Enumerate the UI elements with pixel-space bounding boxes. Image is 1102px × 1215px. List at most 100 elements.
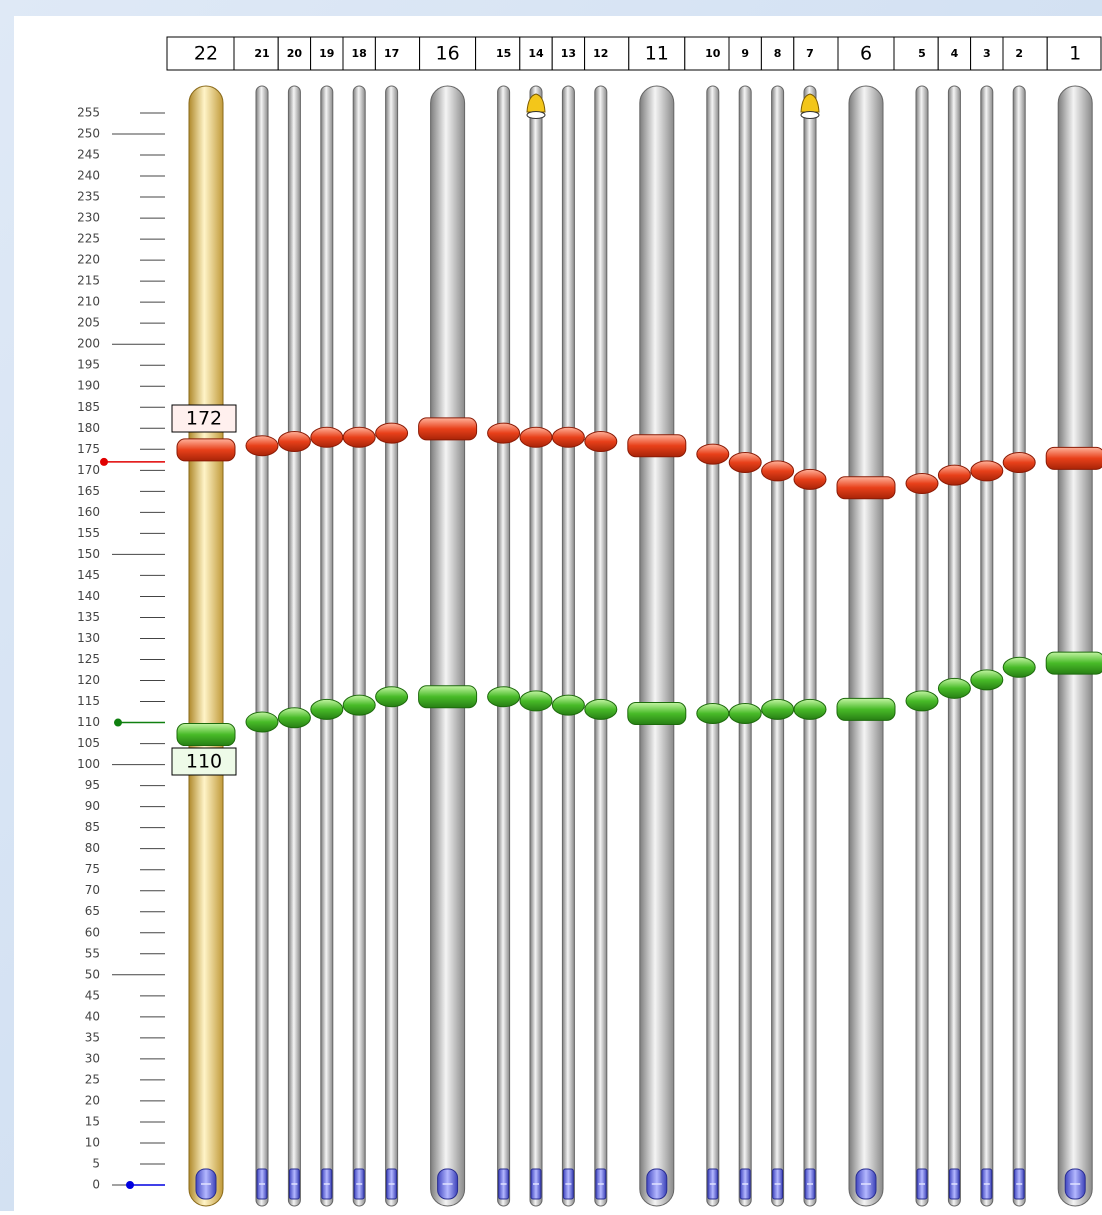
scale-label: 210 [77,295,100,309]
slider-column [836,85,896,1207]
slider-track [255,85,269,1207]
low-value: 110 [186,751,222,773]
high-handle [905,473,939,495]
scale-label: 15 [85,1114,100,1128]
header-label: 20 [287,47,303,60]
high-handle [836,476,896,500]
scale-label: 95 [85,778,100,792]
scale-label: 230 [77,211,100,225]
scale-label: 25 [85,1072,100,1086]
scale-label: 0 [92,1178,100,1192]
slider-column [418,85,478,1207]
slider-track [320,85,334,1207]
panel [14,16,1102,1211]
scale-label: 170 [77,463,100,477]
high-handle [584,431,618,453]
slider-track [188,85,224,1207]
scale-label: 35 [85,1030,100,1044]
scale-label: 65 [85,904,100,918]
scale-label: 100 [77,757,100,771]
scale-label: 235 [77,190,100,204]
low-handle [418,685,478,709]
header-label: 11 [645,43,669,65]
scale-label: 150 [77,547,100,561]
scale-label: 195 [77,358,100,372]
scale-label: 250 [77,127,100,141]
header-cell [893,36,939,71]
scale-label: 90 [85,799,100,813]
scale-label: 245 [77,148,100,162]
scale-label: 20 [85,1093,100,1107]
scale-label: 140 [77,589,100,603]
scale-label: 185 [77,400,100,414]
high-handle [519,426,553,448]
scale-label: 110 [77,715,100,729]
scale-label: 75 [85,862,100,876]
slider-track [738,85,752,1207]
indicator-dot [114,718,122,727]
header-label: 17 [384,47,399,60]
scale-label: 40 [85,1009,100,1023]
indicator-dot [126,1181,134,1189]
slider-column [551,85,585,1207]
header-label: 8 [774,47,782,60]
header-label: 9 [741,47,749,60]
slider-column [342,85,376,1207]
slider-track [287,85,301,1207]
high-handle [551,426,585,448]
scale-label: 215 [77,274,100,288]
slider-track [706,85,720,1207]
slider-column [487,85,521,1207]
slider-track [803,85,817,1207]
low-handle [519,690,553,712]
high-handle [310,426,344,448]
slider-track [594,85,608,1207]
high-handle [245,435,279,457]
slider-column [905,85,939,1207]
low-handle [375,686,409,708]
high-value-box [171,404,237,433]
header-cell [419,36,477,71]
header-label: 6 [860,43,872,65]
low-handle [905,690,939,712]
scale-label: 70 [85,883,100,897]
header-label: 13 [561,47,576,60]
header-cell [310,36,344,71]
header-cell [374,36,421,71]
bell-icon [800,93,820,113]
header-cell [970,36,1004,71]
slider-column [1045,85,1102,1207]
header-cell [277,36,312,71]
low-value-box [171,747,237,776]
low-handle [310,698,344,720]
low-handle [627,702,687,726]
header-cell [1002,36,1048,71]
slider-track [848,85,884,1207]
high-handle [696,443,730,465]
header-cell [551,36,586,71]
low-handle [551,694,585,716]
low-handle [970,669,1004,691]
header-label: 10 [705,47,721,60]
header-label: 14 [528,47,544,60]
scale-label: 200 [77,337,100,351]
scale-label: 5 [92,1156,100,1170]
scale-label: 155 [77,526,100,540]
slider-track [980,85,994,1207]
header-label: 2 [1015,47,1023,60]
scale-label: 10 [85,1135,100,1149]
header-cell [519,36,553,71]
slider-track [529,85,543,1207]
slider-track [1057,85,1093,1207]
scale-label: 225 [77,232,100,246]
slider-column [970,85,1004,1207]
high-handle [793,468,827,490]
high-handle [176,438,236,462]
slider-column [584,85,618,1207]
scale-label: 220 [77,253,100,267]
high-handle [970,460,1004,482]
low-handle [1045,651,1102,675]
low-handle [1002,656,1036,678]
scale-label: 50 [85,967,100,981]
